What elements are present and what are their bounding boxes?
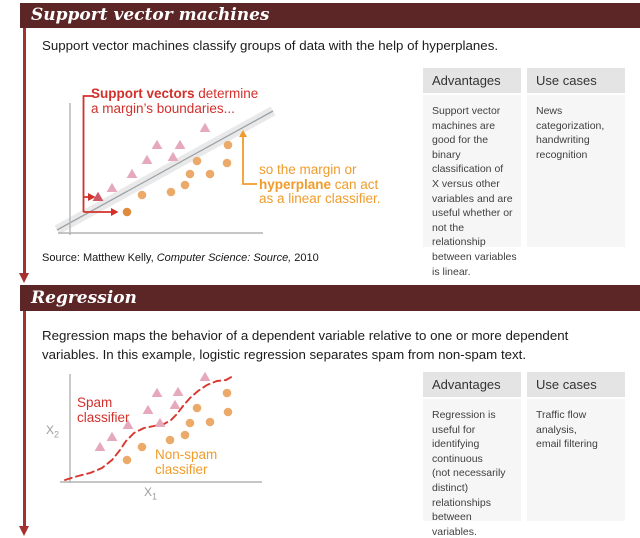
spam-classifier-label: Spam classifier	[77, 395, 130, 425]
section-title-regression: Regression	[31, 288, 137, 308]
source-prefix: Source: Matthew Kelly,	[42, 252, 157, 264]
regression-intro-text: Regression maps the behavior of a depend…	[42, 328, 569, 362]
svm-intro-text: Support vector machines classify groups …	[42, 38, 499, 53]
hyperplane-bold: hyperplane	[259, 176, 332, 192]
section-header-svm: Support vector machines	[20, 3, 640, 28]
regression-use-cases-header: Use cases	[527, 372, 625, 397]
svm-use-cases-body: News categorization, handwriting recogni…	[527, 95, 625, 247]
regression-diagram: Spam classifier Non-spam classifier X2 X…	[40, 365, 340, 505]
y-axis-subscript: 2	[54, 429, 60, 440]
x-axis-subscript: 1	[152, 491, 158, 502]
timeline-arrow-icon-regression	[19, 526, 29, 536]
section-title-svm: Support vector machines	[31, 5, 270, 25]
hyperplane-post: can act as a linear classifier.	[259, 176, 381, 206]
svm-advantages-header: Advantages	[423, 68, 521, 93]
source-year: 2010	[291, 252, 319, 264]
y-axis-letter: X	[46, 423, 55, 437]
timeline-line-svm	[23, 28, 26, 273]
source-publication: Computer Science: Source,	[156, 252, 292, 264]
non-spam-classifier-label: Non-spam classifier	[155, 447, 218, 477]
support-vectors-annotation: Support vectors determine a margin’s bou…	[91, 86, 279, 116]
timeline-arrow-icon-svm	[19, 273, 29, 283]
section-header-regression: Regression	[20, 285, 640, 311]
regression-use-cases-body: Traffic flow analysis, email filtering	[527, 399, 625, 521]
svm-diagram: Support vectors determine a margin’s bou…	[55, 85, 395, 247]
svm-advantages-body: Support vector machines are good for the…	[423, 95, 521, 278]
source-citation: Source: Matthew Kelly, Computer Science:…	[42, 252, 319, 264]
svm-scatter-plot	[55, 95, 276, 235]
y-axis-label: X2	[46, 423, 59, 439]
x-axis-label: X1	[144, 485, 157, 501]
hyperplane-pre: so the margin or	[259, 162, 357, 177]
hyperplane-annotation: so the margin or hyperplane can act as a…	[259, 162, 395, 207]
support-vectors-rest: determine a margin’s boundaries...	[91, 86, 259, 116]
regression-scatter-plot	[60, 371, 262, 483]
timeline-line-regression	[23, 311, 26, 526]
support-vectors-bold: Support vectors	[91, 86, 195, 101]
svm-use-cases-header: Use cases	[527, 68, 625, 93]
regression-advantages-header: Advantages	[423, 372, 521, 397]
x-axis-letter: X	[144, 485, 153, 499]
regression-advantages-body: Regression is useful for identifying con…	[423, 399, 521, 538]
